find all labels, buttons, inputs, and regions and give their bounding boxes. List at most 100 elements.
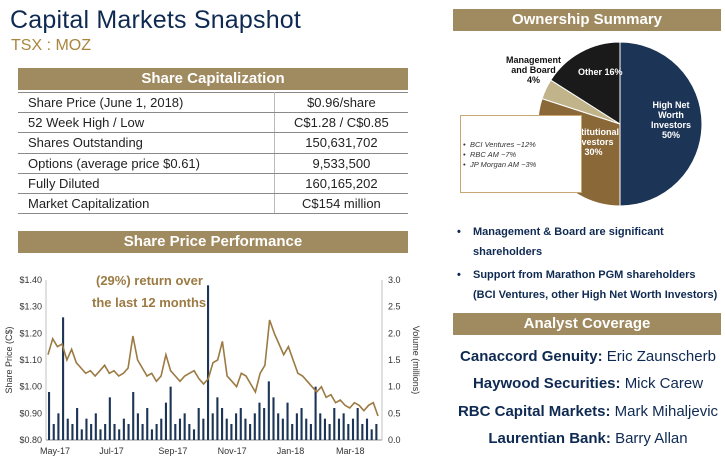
volume-bar: [183, 413, 186, 440]
volume-bar: [71, 424, 74, 440]
share-capitalization-heading: Share Capitalization: [18, 68, 408, 90]
volume-bar: [333, 408, 336, 440]
y-tick-label: $1.20: [19, 328, 42, 338]
volume-bar: [48, 392, 51, 440]
volume-bar: [174, 424, 177, 440]
pie-slice: [550, 41, 621, 125]
volume-bar: [323, 418, 326, 440]
y2-tick-label: 1.0: [388, 382, 401, 392]
analyst-item: Laurentian Bank: Barry Allan: [488, 430, 688, 447]
volume-bar: [80, 429, 83, 440]
volume-bar: [122, 418, 125, 440]
row-label: 52 Week High / Low: [18, 112, 275, 134]
share-price-chart: $0.80 $0.90 $1.00 $1.10 $1.20 $1.30 $1.40 0.0 0.…: [4, 275, 420, 456]
y2-axis-label: Volume (millions): [411, 326, 420, 395]
y-axis-label: Share Price (C$): [4, 326, 14, 393]
institutional-item-jpmorgan: JP Morgan AM ~3%: [461, 160, 581, 170]
volume-bar: [127, 424, 130, 440]
volume-bar: [253, 413, 256, 440]
volume-bar: [90, 424, 93, 440]
table-row: 52 Week High / Low C$1.28 / C$0.85: [18, 112, 408, 134]
ownership-summary-heading: Ownership Summary: [453, 9, 721, 31]
y-tick-label: $1.30: [19, 302, 42, 312]
y-tick-label: $1.40: [19, 275, 42, 285]
volume-bar: [281, 418, 284, 440]
volume-bar: [169, 386, 172, 440]
volume-bar: [277, 413, 280, 440]
row-value: $0.96/share: [274, 91, 408, 114]
volume-bar: [141, 424, 144, 440]
page-title: Capital Markets Snapshot: [10, 6, 302, 34]
volume-bar: [235, 413, 238, 440]
analyst-item: Canaccord Genuity: Eric Zaunscherb: [460, 348, 716, 365]
volume-bar: [356, 408, 359, 440]
y2-tick-label: 0.5: [388, 408, 401, 418]
row-label: Fully Diluted: [18, 173, 275, 194]
institutional-item-rbc: RBC AM ~7%: [461, 150, 581, 160]
volume-bar: [375, 424, 378, 440]
volume-bar: [155, 424, 158, 440]
y-tick-label: $1.00: [19, 382, 42, 392]
volume-bar: [361, 424, 364, 440]
price-line: [47, 319, 379, 417]
y2-tick-label: 2.5: [388, 302, 401, 312]
volume-bar: [132, 392, 135, 440]
volume-bar: [337, 418, 341, 440]
x-tick-label: Mar-18: [336, 446, 365, 456]
row-label: Market Capitalization: [18, 193, 275, 215]
volume-bar: [113, 424, 116, 440]
y-tick-label: $1.10: [19, 355, 42, 365]
volume-bar: [286, 402, 289, 440]
table-row: Market Capitalization C$154 million: [18, 193, 408, 215]
y-tick-label: $0.80: [19, 435, 42, 445]
analyst-item: RBC Capital Markets: Mark Mihaljevic: [457, 403, 719, 420]
pie-label-institutional: Institutional Investors 30%: [568, 127, 619, 157]
pie-label-other: Other 16%: [578, 67, 623, 77]
volume-bar: [258, 402, 261, 440]
table-row: Options (average price $0.61) 9,533,500: [18, 153, 408, 174]
volume-bar: [160, 418, 163, 440]
volume-bar: [309, 424, 312, 440]
volume-bar: [202, 418, 205, 440]
x-tick-label: Jul-17: [99, 446, 124, 456]
volume-bar: [150, 429, 153, 440]
pie-label-management: Management and Board 4%: [506, 55, 562, 85]
bullet-item: Management & Board are significant share…: [455, 222, 720, 262]
x-tick-label: Nov-17: [218, 446, 247, 456]
y2-tick-label: 1.5: [388, 355, 401, 365]
volume-bar: [365, 418, 369, 440]
volume-bar: [263, 408, 266, 440]
volume-bar: [62, 317, 65, 440]
volume-bar: [216, 397, 219, 440]
volume-bar: [85, 418, 88, 440]
analyst-item: Haywood Securities: Mick Carew: [472, 375, 704, 392]
row-label: Options (average price $0.61): [18, 153, 275, 174]
institutional-item-bci: BCI Ventures ~12%: [461, 140, 581, 150]
row-value: 9,533,500: [274, 153, 408, 174]
volume-bar: [188, 424, 191, 440]
return-note-line2: the last 12 months: [92, 295, 207, 310]
analyst-coverage-heading: Analyst Coverage: [453, 313, 721, 335]
volume-bar: [118, 429, 121, 440]
volume-bar: [206, 285, 210, 440]
volume-bar: [328, 424, 331, 440]
ticker-symbol: TSX : MOZ: [11, 37, 91, 54]
bullet-item: Support from Marathon PGM shareholders (…: [455, 265, 720, 305]
volume-bar: [52, 424, 55, 440]
volume-bar: [239, 408, 242, 440]
volume-bar: [267, 381, 270, 440]
volume-bar: [342, 413, 345, 440]
pie-label-high-net-worth: High Net Worth Investors 50%: [651, 100, 692, 140]
row-label: Shares Outstanding: [18, 132, 275, 154]
row-value: C$1.28 / C$0.85: [274, 112, 408, 134]
volume-bar: [192, 429, 196, 440]
volume-bar: [57, 413, 60, 440]
volume-bar: [347, 424, 350, 440]
y2-tick-label: 0.0: [388, 435, 401, 445]
share-price-performance-heading: Share Price Performance: [18, 231, 408, 253]
volume-bar: [370, 429, 373, 440]
x-tick-label: Jan-18: [277, 446, 305, 456]
y2-tick-label: 3.0: [388, 275, 401, 285]
volume-bar: [319, 413, 322, 440]
volume-bar: [108, 397, 111, 440]
